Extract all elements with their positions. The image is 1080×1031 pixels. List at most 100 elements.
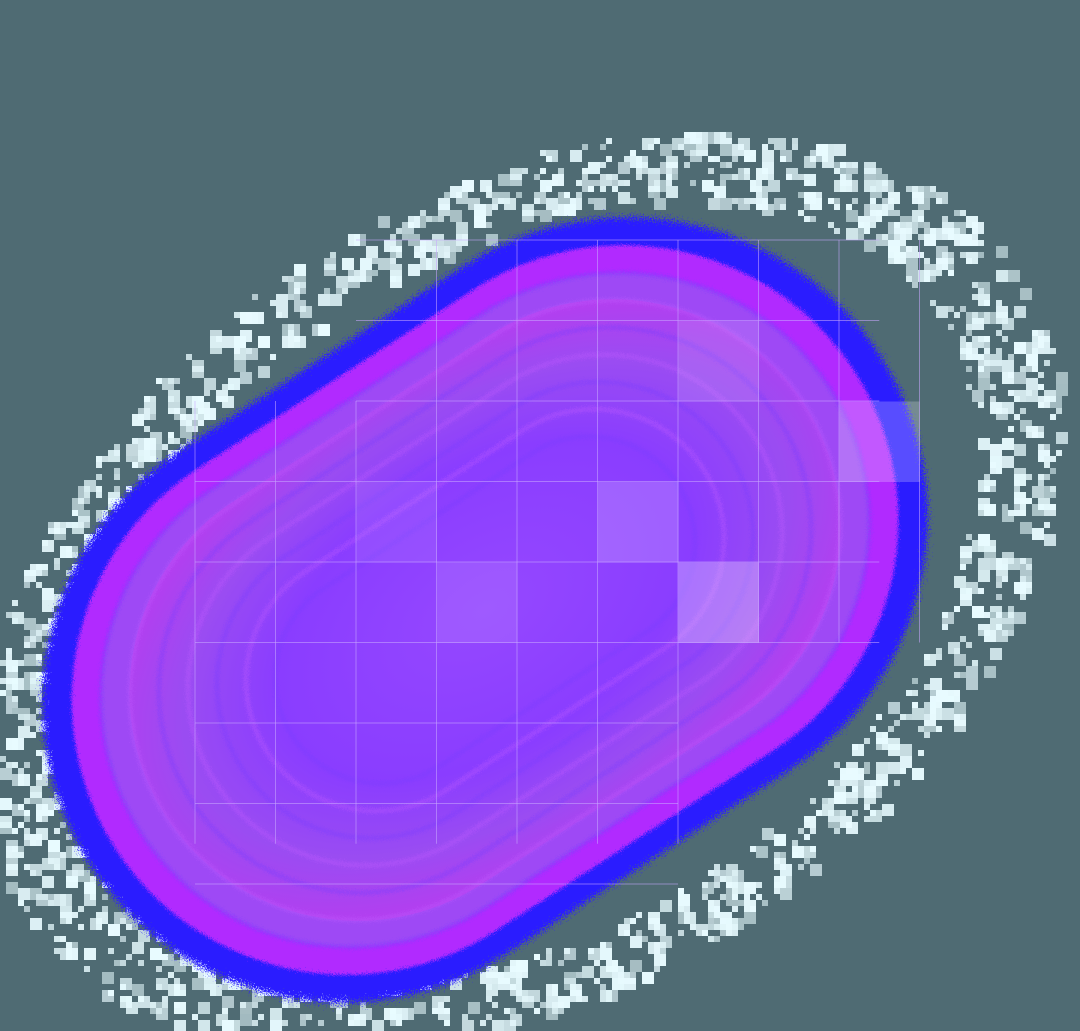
speckle xyxy=(1002,612,1014,624)
speckle xyxy=(708,924,714,930)
speckle xyxy=(972,390,984,402)
speckle xyxy=(18,714,24,720)
speckle xyxy=(960,210,966,216)
speckle xyxy=(294,288,300,294)
speckle xyxy=(1002,456,1014,468)
speckle xyxy=(198,1002,210,1014)
speckle xyxy=(114,960,120,966)
speckle xyxy=(348,1014,354,1020)
speckle xyxy=(1020,498,1026,504)
speckle xyxy=(540,168,546,174)
speckle xyxy=(492,198,498,204)
speckle xyxy=(42,570,48,576)
speckle xyxy=(24,906,30,912)
speckle xyxy=(678,930,684,936)
speckle xyxy=(852,786,858,792)
speckle xyxy=(426,216,432,222)
speckle xyxy=(1044,486,1056,498)
speckle xyxy=(966,258,972,264)
speckle xyxy=(684,162,690,168)
speckle xyxy=(12,762,18,768)
speckle xyxy=(1044,360,1050,366)
speckle xyxy=(1050,468,1056,474)
speckle xyxy=(360,1002,366,1008)
speckle xyxy=(594,198,606,210)
speckle xyxy=(894,720,900,726)
speckle xyxy=(1044,474,1050,480)
speckle xyxy=(984,666,996,678)
speckle xyxy=(18,726,30,738)
speckle xyxy=(156,378,162,384)
speckle xyxy=(576,180,582,186)
speckle xyxy=(240,342,246,348)
speckle xyxy=(780,876,792,888)
speckle xyxy=(852,810,858,816)
speckle xyxy=(138,450,150,462)
speckle xyxy=(108,492,120,504)
speckle xyxy=(6,708,12,714)
speckle xyxy=(462,1020,474,1031)
speckle xyxy=(1002,336,1008,342)
speckle xyxy=(546,996,558,1008)
speckle xyxy=(1020,366,1026,372)
speckle xyxy=(876,174,888,186)
speckle xyxy=(102,510,108,516)
speckle xyxy=(336,288,342,294)
speckle xyxy=(774,888,780,894)
speckle xyxy=(948,642,960,654)
speckle xyxy=(486,222,492,228)
speckle xyxy=(660,936,672,948)
speckle xyxy=(1020,564,1032,576)
speckle xyxy=(30,918,42,930)
speckle xyxy=(840,174,852,186)
speckle xyxy=(1002,438,1014,450)
speckle xyxy=(204,408,216,420)
ripple-ring xyxy=(156,324,814,896)
speckle xyxy=(42,798,54,810)
speckle xyxy=(114,486,120,492)
speckle xyxy=(72,864,84,876)
speckle xyxy=(798,828,804,834)
speckle xyxy=(222,996,234,1008)
speckle xyxy=(996,630,1008,642)
speckle xyxy=(1038,474,1044,480)
speckle xyxy=(546,186,552,192)
speckle xyxy=(132,462,138,468)
speckle xyxy=(0,798,12,810)
speckle xyxy=(546,150,558,162)
speckle xyxy=(1032,486,1044,498)
speckle xyxy=(162,996,168,1002)
speckle xyxy=(726,162,732,168)
speckle xyxy=(786,174,792,180)
speckle xyxy=(948,270,954,276)
speckle xyxy=(1014,444,1026,456)
speckle xyxy=(630,936,642,948)
speckle xyxy=(1020,480,1026,486)
speckle xyxy=(198,1020,210,1031)
speckle xyxy=(0,816,12,828)
speckle xyxy=(36,774,42,780)
speckle xyxy=(282,336,294,348)
speckle xyxy=(858,234,864,240)
speckle xyxy=(126,486,132,492)
speckle xyxy=(510,1008,516,1014)
speckle xyxy=(348,270,360,282)
speckle xyxy=(720,162,726,168)
speckle xyxy=(114,474,120,480)
glow-blob xyxy=(42,217,928,1003)
speckle xyxy=(24,618,36,630)
speckle xyxy=(906,246,918,258)
speckle xyxy=(930,186,936,192)
speckle xyxy=(534,1008,540,1014)
speckle xyxy=(36,624,48,636)
speckle xyxy=(792,138,798,144)
speckle xyxy=(1008,390,1014,396)
speckle xyxy=(750,180,762,192)
speckle xyxy=(150,1002,162,1014)
speckle xyxy=(78,906,84,912)
speckle xyxy=(960,636,966,642)
speckle xyxy=(924,702,936,714)
speckle xyxy=(390,258,396,264)
speckle xyxy=(924,732,930,738)
speckle xyxy=(486,192,492,198)
